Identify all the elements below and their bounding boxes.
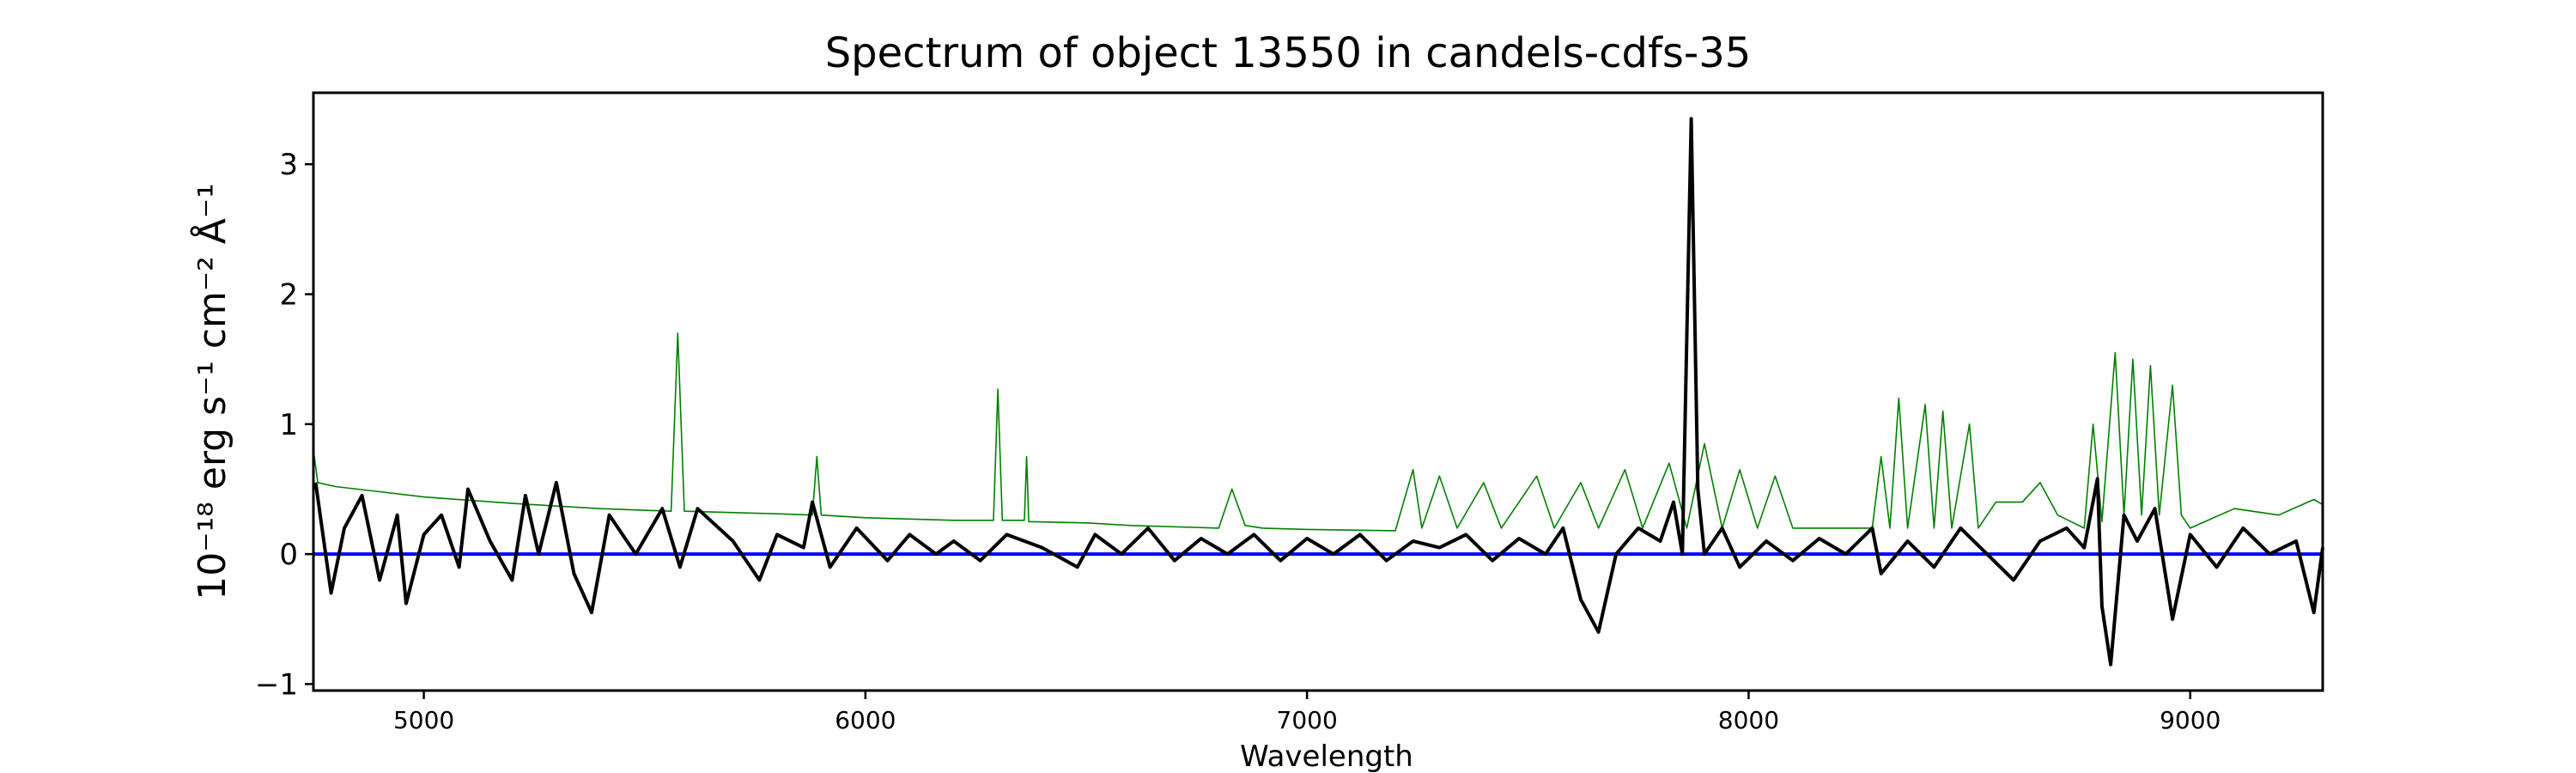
y-tick-label: 2 xyxy=(279,278,298,313)
y-axis-label: 10⁻¹⁸ erg s⁻¹ cm⁻² Å⁻¹ xyxy=(189,183,234,600)
chart-title: Spectrum of object 13550 in candels-cdfs… xyxy=(825,29,1752,77)
x-tick-label: 5000 xyxy=(393,706,454,734)
x-axis-ticks: 5000 6000 7000 8000 9000 xyxy=(393,691,2221,734)
y-axis-ticks: −1 0 1 2 3 xyxy=(255,148,313,702)
plot-frame xyxy=(312,91,2324,692)
x-tick-label: 7000 xyxy=(1277,706,1338,734)
series-line-spectrum xyxy=(313,117,2324,666)
x-tick-label: 8000 xyxy=(1718,706,1779,734)
y-tick-label: 1 xyxy=(279,408,298,442)
y-tick-label: −1 xyxy=(255,667,298,702)
series-line-noise xyxy=(313,332,2324,532)
y-tick-label: 3 xyxy=(279,148,298,182)
x-tick-label: 6000 xyxy=(835,706,896,734)
plot-series xyxy=(313,117,2324,666)
x-axis-label: Wavelength xyxy=(1240,740,1413,773)
y-tick-label: 0 xyxy=(279,538,298,572)
x-tick-label: 9000 xyxy=(2160,706,2221,734)
